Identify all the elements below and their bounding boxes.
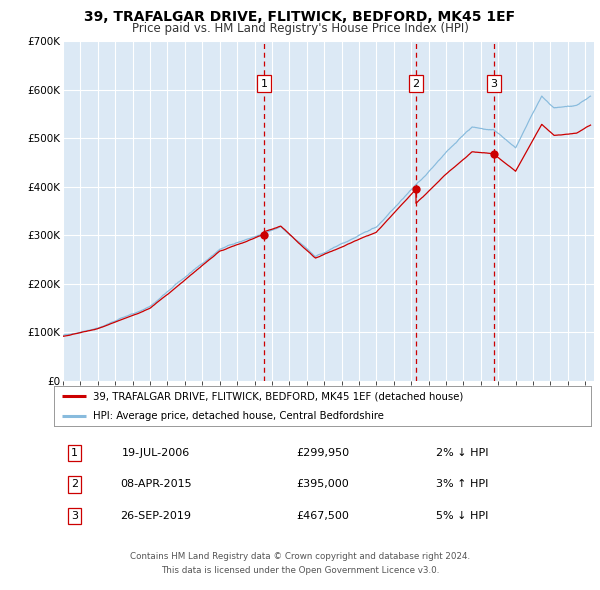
Text: 39, TRAFALGAR DRIVE, FLITWICK, BEDFORD, MK45 1EF (detached house): 39, TRAFALGAR DRIVE, FLITWICK, BEDFORD, … xyxy=(92,391,463,401)
Text: £467,500: £467,500 xyxy=(296,511,349,521)
Text: 3: 3 xyxy=(71,511,78,521)
Text: 19-JUL-2006: 19-JUL-2006 xyxy=(122,448,190,458)
Text: 1: 1 xyxy=(260,78,268,88)
Text: 39, TRAFALGAR DRIVE, FLITWICK, BEDFORD, MK45 1EF: 39, TRAFALGAR DRIVE, FLITWICK, BEDFORD, … xyxy=(85,10,515,24)
Text: 3% ↑ HPI: 3% ↑ HPI xyxy=(436,480,488,489)
Text: HPI: Average price, detached house, Central Bedfordshire: HPI: Average price, detached house, Cent… xyxy=(92,411,383,421)
Text: 3: 3 xyxy=(490,78,497,88)
Text: Price paid vs. HM Land Registry's House Price Index (HPI): Price paid vs. HM Land Registry's House … xyxy=(131,22,469,35)
Text: 5% ↓ HPI: 5% ↓ HPI xyxy=(436,511,488,521)
Text: 26-SEP-2019: 26-SEP-2019 xyxy=(121,511,191,521)
Text: This data is licensed under the Open Government Licence v3.0.: This data is licensed under the Open Gov… xyxy=(161,566,439,575)
Text: £395,000: £395,000 xyxy=(296,480,349,489)
Text: £299,950: £299,950 xyxy=(296,448,349,458)
Text: 2% ↓ HPI: 2% ↓ HPI xyxy=(436,448,488,458)
Text: 1: 1 xyxy=(71,448,78,458)
Text: 08-APR-2015: 08-APR-2015 xyxy=(120,480,192,489)
Text: Contains HM Land Registry data © Crown copyright and database right 2024.: Contains HM Land Registry data © Crown c… xyxy=(130,552,470,560)
Text: 2: 2 xyxy=(412,78,419,88)
Text: 2: 2 xyxy=(71,480,78,489)
